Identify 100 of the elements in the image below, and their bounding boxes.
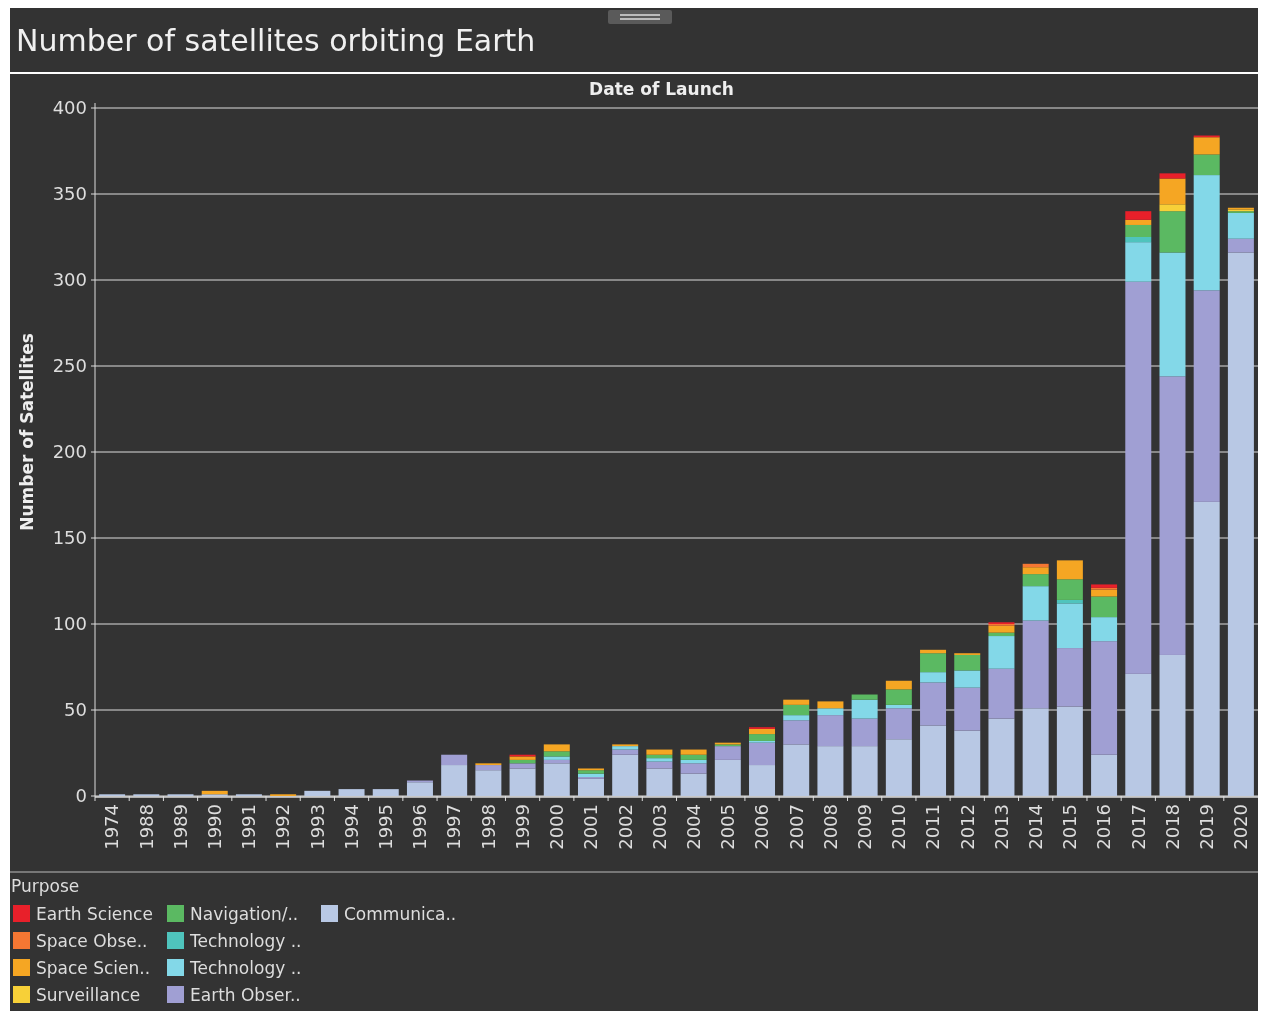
x-tick-label: 2012 — [956, 804, 978, 850]
x-tick-label: 2004 — [682, 804, 704, 850]
legend-label: Surveillance — [36, 984, 141, 1005]
bar — [954, 654, 981, 671]
bar — [338, 789, 365, 796]
bar — [441, 754, 468, 766]
bar — [509, 768, 536, 796]
bar — [441, 765, 468, 796]
legend-label: Navigation/.. — [190, 903, 299, 924]
x-tick-label: 1991 — [238, 804, 260, 850]
legend-label: Space Scien.. — [36, 957, 151, 978]
x-tick-label: 1997 — [443, 804, 465, 850]
x-tick-label: 1996 — [409, 804, 431, 850]
bar — [920, 682, 947, 726]
bar — [680, 754, 707, 760]
bar — [1125, 281, 1152, 674]
x-tick-label: 2014 — [1024, 804, 1046, 850]
x-tick-label: 2010 — [888, 804, 910, 850]
legend-label: Earth Science — [36, 903, 153, 924]
bar — [646, 749, 673, 755]
bar — [714, 746, 741, 760]
x-tick-label: 1992 — [272, 804, 294, 850]
bar — [1193, 290, 1220, 502]
bar — [885, 689, 912, 705]
bar — [851, 694, 878, 700]
bar — [1022, 620, 1049, 709]
x-tick-label: 2005 — [717, 804, 739, 850]
x-tick-label: 1995 — [375, 804, 397, 850]
bar — [1193, 154, 1220, 176]
y-tick-label: 100 — [52, 613, 87, 635]
legend-label: Earth Obser.. — [190, 984, 301, 1005]
bar — [577, 778, 604, 796]
bar — [988, 625, 1015, 633]
bar — [1159, 173, 1186, 179]
bar — [612, 749, 639, 755]
bar — [1022, 567, 1049, 575]
bar — [509, 763, 536, 769]
x-tick-label: 2002 — [614, 804, 636, 850]
bar — [1159, 204, 1186, 212]
y-tick-label: 200 — [52, 441, 87, 463]
bar — [1227, 212, 1254, 239]
bar — [954, 730, 981, 796]
bar — [1193, 175, 1220, 291]
bar — [646, 768, 673, 796]
bar — [1056, 579, 1083, 600]
x-axis-title: Date of Launch — [589, 79, 734, 99]
bar — [1056, 706, 1083, 796]
bar — [817, 708, 844, 716]
bar — [475, 765, 502, 771]
bar — [851, 718, 878, 747]
bar — [1091, 641, 1118, 755]
bar — [372, 789, 399, 796]
bar — [749, 765, 776, 796]
x-tick-label: 1989 — [169, 804, 191, 850]
bar — [783, 744, 810, 796]
x-tick-label: 2001 — [580, 804, 602, 850]
x-tick-label: 2008 — [819, 804, 841, 850]
x-tick-label: 2015 — [1059, 804, 1081, 850]
bar — [954, 670, 981, 688]
x-tick-label: 1974 — [101, 804, 123, 850]
bar — [1159, 654, 1186, 796]
bar — [851, 746, 878, 796]
bar — [646, 758, 673, 762]
x-tick-label: 2019 — [1195, 804, 1217, 850]
x-tick-label: 2018 — [1161, 804, 1183, 850]
x-tick-label: 1988 — [135, 804, 157, 850]
bar — [885, 680, 912, 690]
bar — [1022, 574, 1049, 587]
y-tick-label: 0 — [75, 785, 87, 807]
bar — [817, 715, 844, 747]
x-tick-label: 1994 — [340, 804, 362, 850]
bar — [885, 739, 912, 796]
legend-label: Space Obse.. — [36, 930, 148, 951]
bar — [1125, 211, 1152, 220]
bar — [406, 782, 433, 796]
x-tick-label: 2017 — [1127, 804, 1149, 850]
bar — [1193, 501, 1220, 796]
bar — [1193, 137, 1220, 155]
bar — [954, 687, 981, 731]
bar — [783, 704, 810, 716]
bar — [885, 708, 912, 740]
bar — [1125, 224, 1152, 237]
x-tick-label: 2020 — [1230, 804, 1252, 850]
bar — [680, 749, 707, 755]
bar — [1125, 219, 1152, 225]
y-tick-label: 250 — [52, 355, 87, 377]
bar — [920, 725, 947, 796]
bar — [612, 754, 639, 796]
bar — [783, 699, 810, 705]
bar — [1091, 617, 1118, 642]
x-tick-label: 2016 — [1093, 804, 1115, 850]
y-tick-label: 50 — [64, 699, 87, 721]
bar — [543, 751, 570, 757]
legend-title: Purpose — [11, 876, 80, 896]
bar — [1022, 708, 1049, 796]
y-axis-title: Number of Satellites — [17, 333, 37, 531]
x-tick-label: 1999 — [511, 804, 533, 850]
x-tick-label: 2006 — [751, 804, 773, 850]
bar — [714, 759, 741, 796]
x-tick-label: 1998 — [477, 804, 499, 850]
